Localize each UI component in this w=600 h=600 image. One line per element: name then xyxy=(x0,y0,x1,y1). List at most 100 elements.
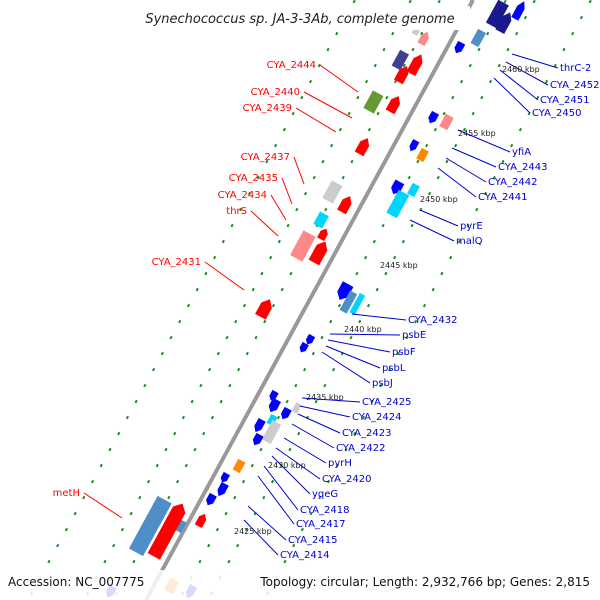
gene-label-reverse[interactable]: CYA_2423 xyxy=(342,428,391,439)
gene-label-reverse[interactable]: malQ xyxy=(456,236,483,247)
tick-dot xyxy=(173,431,177,436)
gene-glyph[interactable] xyxy=(290,230,316,262)
gene-glyph[interactable] xyxy=(389,179,405,196)
gene-shape xyxy=(485,0,509,29)
gene-label-reverse[interactable]: yqeG xyxy=(312,489,338,500)
gene-glyph[interactable] xyxy=(313,211,329,229)
gene-label-reverse[interactable]: CYA_2442 xyxy=(488,177,537,188)
gene-glyph[interactable] xyxy=(485,0,509,29)
gene-label-reverse[interactable]: thrC-2 xyxy=(560,63,591,74)
gene-glyph[interactable] xyxy=(291,402,302,414)
gene-glyph[interactable] xyxy=(173,518,187,534)
gene-glyph[interactable] xyxy=(219,471,230,484)
tick-dot xyxy=(276,415,281,420)
gene-glyph[interactable] xyxy=(255,296,275,320)
gene-glyph[interactable] xyxy=(304,333,316,346)
gene-glyph[interactable] xyxy=(452,40,466,55)
gene-glyph[interactable] xyxy=(417,30,431,47)
tick-dot xyxy=(186,303,191,308)
gene-label-forward[interactable]: CYA_2440 xyxy=(251,87,300,98)
gene-label-reverse[interactable]: CYA_2451 xyxy=(540,95,589,106)
gene-glyph[interactable] xyxy=(317,227,330,242)
gene-label-forward[interactable]: CYA_2439 xyxy=(243,103,292,114)
gene-label-reverse[interactable]: CYA_2420 xyxy=(322,474,371,485)
gene-glyph[interactable] xyxy=(339,290,358,314)
gene-glyph[interactable] xyxy=(334,281,354,303)
gene-glyph[interactable] xyxy=(391,49,409,71)
gene-glyph[interactable] xyxy=(354,136,372,157)
tick-dot xyxy=(408,0,412,4)
gene-glyph[interactable] xyxy=(128,495,172,557)
gene-glyph[interactable] xyxy=(322,180,343,204)
gene-glyph[interactable] xyxy=(511,0,528,21)
gene-glyph[interactable] xyxy=(308,239,331,266)
gene-glyph[interactable] xyxy=(261,419,282,445)
gene-glyph[interactable] xyxy=(232,458,246,474)
gene-label-reverse[interactable]: psbL xyxy=(382,363,406,374)
gene-glyph[interactable] xyxy=(194,512,209,529)
tick-dot xyxy=(236,543,240,548)
gene-label-forward[interactable]: CYA_2431 xyxy=(152,257,201,268)
gene-glyph[interactable] xyxy=(266,413,278,427)
gene-glyph[interactable] xyxy=(439,113,454,131)
gene-glyph[interactable] xyxy=(147,500,189,560)
label-leader xyxy=(327,339,391,353)
tick-dot xyxy=(483,191,488,196)
tick-dot xyxy=(198,559,202,564)
label-leader xyxy=(457,129,511,153)
gene-label-forward[interactable]: metH xyxy=(53,488,80,499)
gene-glyph[interactable] xyxy=(298,341,309,354)
gene-glyph[interactable] xyxy=(386,189,410,219)
gene-label-reverse[interactable]: pyrH xyxy=(328,458,352,469)
tick-dot xyxy=(385,95,389,100)
gene-label-reverse[interactable]: CYA_2417 xyxy=(296,519,345,530)
gene-label-forward[interactable]: CYA_2437 xyxy=(241,152,290,163)
gene-label-forward[interactable]: CYA_2434 xyxy=(218,190,267,201)
gene-label-reverse[interactable]: CYA_2443 xyxy=(498,162,547,173)
gene-glyph[interactable] xyxy=(204,492,217,507)
gene-label-reverse[interactable]: CYA_2432 xyxy=(408,315,457,326)
gene-label-reverse[interactable]: CYA_2414 xyxy=(280,550,329,561)
gene-glyph[interactable] xyxy=(426,110,440,125)
tick-dot xyxy=(462,127,466,132)
gene-glyph[interactable] xyxy=(215,481,229,498)
kbp-tick-label: 2445 kbp xyxy=(380,261,418,270)
gene-label-forward[interactable]: CYA_2435 xyxy=(229,173,278,184)
gene-label-reverse[interactable]: psbF xyxy=(392,347,416,358)
gene-label-forward[interactable]: CYA_2444 xyxy=(267,60,316,71)
gene-glyph[interactable] xyxy=(406,52,425,77)
gene-glyph[interactable] xyxy=(416,147,429,163)
gene-glyph[interactable] xyxy=(337,194,354,215)
gene-label-reverse[interactable]: psbE xyxy=(402,330,426,341)
tick-dot xyxy=(571,31,575,36)
gene-glyph[interactable] xyxy=(393,64,411,85)
gene-label-reverse[interactable]: CYA_2425 xyxy=(362,397,411,408)
gene-label-reverse[interactable]: CYA_2450 xyxy=(532,108,581,119)
gene-glyph[interactable] xyxy=(407,139,420,153)
gene-label-reverse[interactable]: CYA_2452 xyxy=(550,80,599,91)
gene-glyph[interactable] xyxy=(266,397,282,415)
gene-glyph[interactable] xyxy=(279,406,292,421)
gene-label-reverse[interactable]: yfiA xyxy=(512,147,531,158)
gene-shape xyxy=(299,341,309,353)
gene-label-reverse[interactable]: CYA_2441 xyxy=(478,192,527,203)
gene-glyph[interactable] xyxy=(407,182,420,198)
gene-glyph[interactable] xyxy=(385,94,403,115)
gene-label-forward[interactable]: thrS xyxy=(226,206,247,217)
gene-glyph[interactable] xyxy=(251,432,264,447)
gene-label-reverse[interactable]: CYA_2422 xyxy=(336,443,385,454)
gene-glyph[interactable] xyxy=(363,90,384,114)
gene-glyph[interactable] xyxy=(349,292,366,316)
gene-glyph[interactable] xyxy=(495,10,514,35)
gene-glyph[interactable] xyxy=(470,28,487,48)
gene-label-reverse[interactable]: CYA_2415 xyxy=(288,535,337,546)
gene-label-reverse[interactable]: psbJ xyxy=(372,378,393,389)
gene-glyph[interactable] xyxy=(268,389,279,402)
gene-shape xyxy=(386,189,410,219)
gene-label-reverse[interactable]: CYA_2424 xyxy=(352,412,401,423)
kbp-tick-label: 2440 kbp xyxy=(344,325,382,334)
gene-label-reverse[interactable]: CYA_2418 xyxy=(300,505,349,516)
gene-glyph[interactable] xyxy=(252,417,266,434)
gene-shape xyxy=(349,292,366,316)
gene-label-reverse[interactable]: pyrE xyxy=(460,221,483,232)
